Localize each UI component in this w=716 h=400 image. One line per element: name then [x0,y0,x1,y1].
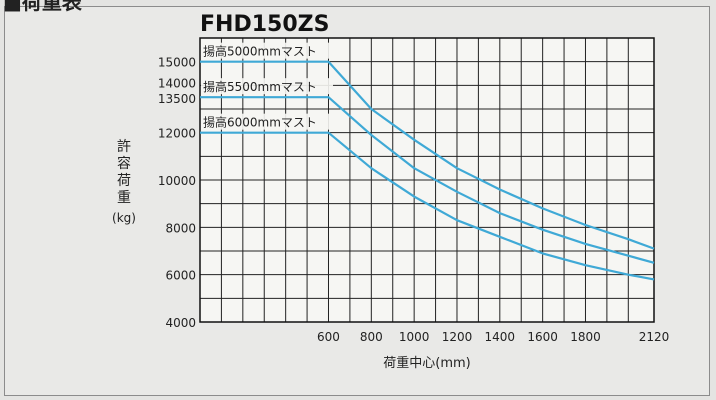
x-tick-label: 1200 [442,330,473,344]
y-tick-label: 8000 [165,221,196,235]
x-axis-label: 荷重中心(mm) [383,355,470,371]
x-tick-label: 800 [360,330,383,344]
y-axis-label: 重 [117,190,131,206]
plot-area: 4000 6000 8000 10000 12000 13500 14000 15000 600… [112,37,670,371]
x-tick-label: 2120 [639,330,670,344]
x-tick-label: 1000 [399,330,430,344]
series-label: 揚高6000mmマスト [203,115,317,130]
series-label: 揚高5000mmマスト [203,44,317,59]
plot-frame [199,37,655,323]
x-tick-label: 1800 [570,330,601,344]
y-tick-label: 13500 [158,92,196,106]
y-tick-label: 10000 [158,174,196,188]
y-tick-label: 6000 [165,269,196,283]
series-label-backing [201,78,333,95]
y-tick-label: 14000 [158,76,196,90]
x-tick-label: 1600 [527,330,558,344]
series-label-backing [201,42,333,59]
series-line [200,131,655,281]
y-tick-label: 4000 [165,316,196,330]
chart-title: FHD150ZS [200,12,329,37]
series-line [200,96,655,264]
y-axis-label: (kg) [112,211,136,225]
y-axis-label: 荷 [117,173,131,189]
y-axis-label: 容 [117,155,131,172]
section-heading: ■荷重表 [3,0,82,14]
series-label-backing [201,113,333,130]
y-axis-label: 許 [117,139,131,155]
x-tick-label: 1400 [485,330,516,344]
series-label: 揚高5500mmマスト [203,79,317,94]
y-tick-label: 15000 [158,56,196,70]
y-tick-label: 12000 [158,127,196,141]
x-tick-label: 600 [317,330,340,344]
series-line [200,60,655,250]
